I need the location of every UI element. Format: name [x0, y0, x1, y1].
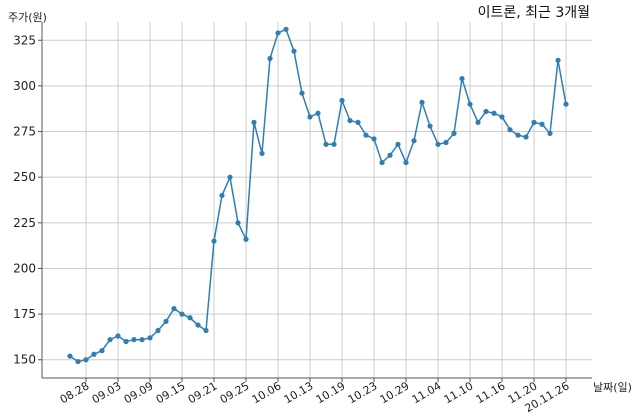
- data-point: [115, 333, 121, 339]
- data-point: [219, 192, 225, 199]
- data-point: [411, 138, 417, 144]
- data-point: [523, 134, 529, 140]
- data-point: [331, 141, 337, 147]
- y-tick-label: 175: [13, 307, 36, 321]
- x-tick-label: 10.23: [346, 379, 380, 406]
- data-point: [531, 119, 537, 126]
- data-point: [555, 57, 561, 63]
- y-tick-label: 225: [13, 216, 36, 230]
- data-point: [67, 353, 73, 359]
- y-tick-label: 250: [13, 170, 36, 184]
- x-tick-label: 08.28: [58, 379, 92, 406]
- data-point: [83, 357, 89, 363]
- data-point: [155, 327, 161, 334]
- data-point: [203, 327, 209, 334]
- x-tick-label: 09.09: [122, 379, 156, 406]
- x-tick-label: 11.04: [410, 379, 444, 406]
- data-point: [443, 139, 449, 146]
- data-point: [131, 337, 137, 343]
- data-point: [179, 311, 185, 317]
- data-point: [475, 119, 481, 126]
- data-point: [171, 306, 177, 312]
- data-point: [435, 141, 441, 147]
- data-point: [387, 152, 393, 158]
- chart-title: 이트론, 최근 3개월: [478, 5, 590, 21]
- x-tick-label: 11.10: [442, 379, 476, 406]
- data-point: [451, 130, 457, 136]
- data-point: [499, 114, 505, 120]
- x-axis-label: 날짜(일): [593, 380, 632, 394]
- data-point: [211, 238, 217, 244]
- y-tick-label: 300: [13, 79, 36, 93]
- data-point: [339, 97, 345, 104]
- data-point: [403, 159, 409, 166]
- data-point: [243, 236, 249, 242]
- data-point: [515, 132, 521, 138]
- data-point: [395, 141, 401, 147]
- data-point: [267, 55, 273, 62]
- data-point: [507, 127, 513, 133]
- data-point: [107, 337, 113, 343]
- data-point: [427, 123, 433, 129]
- x-tick-label: 10.29: [378, 379, 412, 406]
- data-point: [75, 358, 81, 365]
- data-point: [459, 75, 465, 82]
- data-point: [283, 26, 289, 32]
- data-point: [379, 159, 385, 166]
- x-tick-labels: 08.2809.0309.0909.1509.2109.2510.0610.13…: [58, 379, 572, 415]
- x-tick-label: 09.21: [186, 379, 220, 406]
- data-point: [259, 150, 265, 157]
- data-point: [419, 99, 425, 105]
- data-point: [547, 130, 553, 136]
- data-point: [539, 121, 545, 127]
- y-tick-label: 325: [13, 33, 36, 47]
- data-point: [147, 335, 153, 341]
- data-point: [563, 101, 569, 107]
- data-point: [99, 348, 105, 354]
- data-point: [139, 337, 145, 343]
- data-point: [275, 30, 281, 36]
- data-point: [347, 117, 353, 124]
- x-tick-label: 09.03: [90, 379, 124, 406]
- x-tick-label: 09.15: [154, 379, 188, 406]
- data-point: [467, 101, 473, 107]
- data-point: [187, 315, 193, 321]
- data-point: [291, 48, 297, 54]
- data-point: [371, 136, 377, 142]
- data-point: [307, 114, 313, 120]
- x-tick-label: 10.13: [282, 379, 316, 406]
- y-tick-labels: 150 175 200 225 250 275 300 325: [13, 33, 36, 366]
- y-axis-label: 주가(원): [8, 11, 47, 24]
- axes: [38, 22, 592, 382]
- data-point: [299, 90, 305, 96]
- y-tick-label: 275: [13, 125, 36, 139]
- y-tick-label: 200: [13, 261, 36, 275]
- x-tick-label: 09.25: [218, 379, 252, 406]
- series: [67, 26, 569, 365]
- data-point: [315, 110, 321, 116]
- x-tick-label: 10.19: [314, 379, 348, 406]
- data-point: [227, 174, 233, 180]
- data-point: [163, 318, 169, 325]
- data-point: [491, 110, 497, 116]
- grid: [42, 22, 592, 378]
- x-tick-label: 11.16: [474, 379, 508, 406]
- price-line: [69, 28, 567, 363]
- data-point: [91, 351, 97, 357]
- x-tick-label: 10.06: [250, 379, 284, 406]
- data-point: [123, 338, 129, 345]
- data-point: [195, 322, 201, 328]
- data-point: [483, 108, 489, 115]
- data-point: [251, 119, 257, 126]
- data-point: [235, 220, 241, 226]
- data-point: [323, 141, 329, 147]
- y-tick-label: 150: [13, 353, 36, 367]
- data-point: [363, 132, 369, 138]
- data-point: [355, 119, 361, 126]
